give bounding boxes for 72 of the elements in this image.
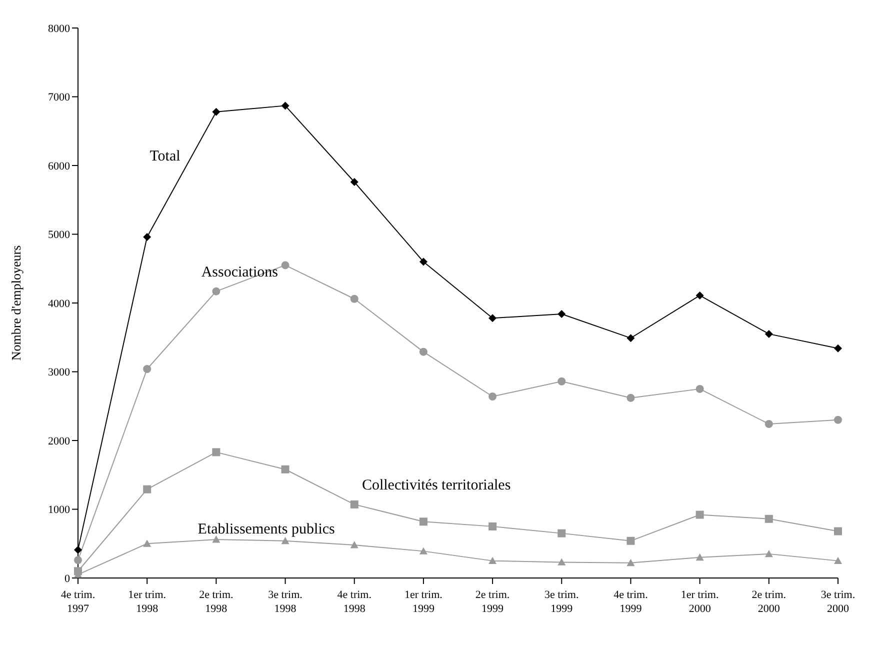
- series-label: Associations: [201, 264, 278, 282]
- point: [350, 294, 358, 303]
- point: [212, 448, 220, 456]
- point: [834, 416, 842, 424]
- point: [558, 558, 566, 566]
- y-tick-label: 0: [64, 572, 70, 585]
- y-axis-title: Nombre d'employeurs: [8, 245, 24, 361]
- x-tick-label: 4e trim. 1997: [60, 589, 96, 615]
- point: [143, 233, 152, 241]
- point: [558, 377, 566, 386]
- series-label: Total: [150, 148, 180, 166]
- point: [143, 540, 152, 547]
- x-tick-label: 1er trim. 1999: [404, 589, 443, 615]
- point: [764, 514, 773, 523]
- x-tick-label: 3e trim. 1999: [544, 589, 579, 615]
- y-tick-label: 1000: [48, 504, 70, 516]
- point: [74, 546, 82, 554]
- x-tick-label: 4e trim. 1999: [614, 589, 648, 615]
- point: [558, 310, 566, 318]
- point: [419, 258, 428, 266]
- point: [488, 392, 497, 400]
- point: [558, 529, 566, 538]
- y-tick-label: 4000: [48, 298, 70, 310]
- point: [696, 291, 704, 300]
- x-tick-label: 4e trim. 1998: [337, 589, 372, 615]
- x-tick-label: 1er trim. 1998: [128, 589, 166, 615]
- point: [488, 522, 497, 530]
- series-label: Collectivités territoriales: [362, 477, 511, 494]
- point: [834, 527, 842, 536]
- point: [834, 556, 842, 564]
- x-tick-label: 2e trim. 1999: [475, 589, 510, 615]
- x-tick-label: 3e trim. 1998: [268, 589, 303, 615]
- point: [350, 541, 358, 548]
- point: [834, 344, 842, 352]
- y-tick-label: 3000: [48, 366, 70, 379]
- point: [626, 536, 635, 545]
- point: [212, 287, 220, 296]
- point: [626, 558, 635, 566]
- point: [488, 556, 497, 564]
- point: [419, 348, 428, 356]
- point: [350, 178, 358, 186]
- point: [350, 500, 358, 508]
- point: [626, 334, 635, 342]
- x-tick-label: 2e trim. 1998: [199, 589, 234, 615]
- point: [419, 547, 428, 554]
- point: [143, 365, 152, 373]
- point: [764, 420, 773, 428]
- x-tick-label: 2e trim. 2000: [752, 589, 786, 615]
- point: [419, 518, 428, 526]
- point: [212, 108, 220, 116]
- point: [764, 330, 773, 338]
- x-tick-label: 1er trim. 2000: [680, 589, 719, 615]
- point: [488, 314, 497, 322]
- point: [74, 556, 82, 564]
- point: [212, 536, 220, 543]
- y-tick-label: 6000: [48, 160, 70, 172]
- point: [696, 553, 704, 561]
- series-label: Etablissements publics: [198, 521, 335, 538]
- y-tick-label: 5000: [48, 229, 70, 242]
- point: [281, 102, 290, 110]
- point: [764, 550, 773, 558]
- y-tick-label: 7000: [48, 92, 70, 104]
- x-tick-label: 3e trim. 2000: [820, 589, 856, 615]
- point: [696, 510, 704, 519]
- point: [626, 394, 635, 402]
- point: [281, 261, 290, 270]
- point: [281, 465, 290, 474]
- y-tick-label: 2000: [48, 435, 70, 448]
- y-tick-label: 8000: [48, 22, 70, 35]
- point: [143, 485, 152, 494]
- point: [696, 384, 704, 393]
- point: [281, 536, 290, 544]
